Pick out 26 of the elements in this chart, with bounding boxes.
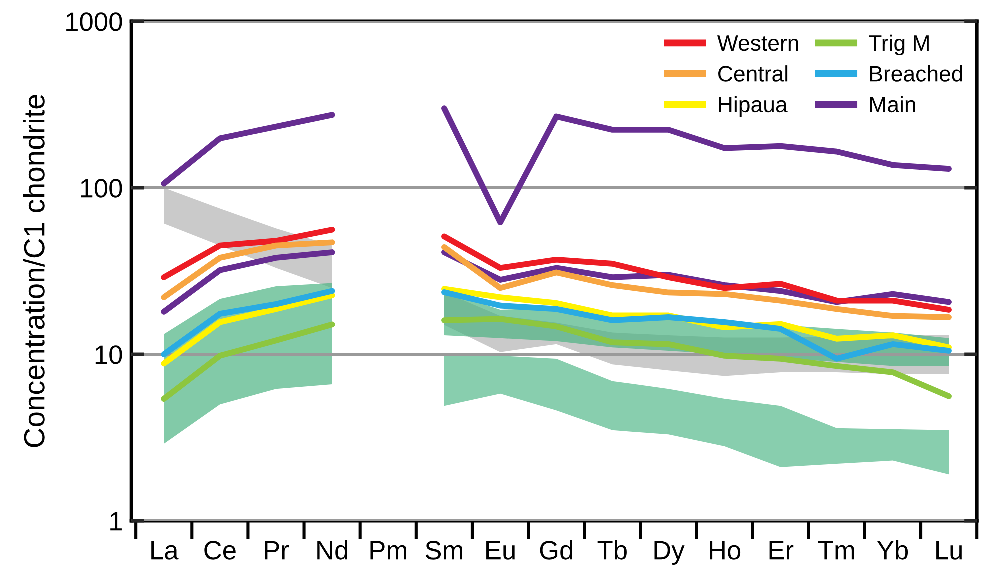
legend-label: Trig M — [869, 34, 929, 56]
x-tick-label: Yb — [877, 540, 908, 560]
x-tick-label: Ce — [204, 541, 236, 560]
legend-label: Hipaua — [719, 96, 788, 117]
x-tick-label: Gd — [540, 540, 572, 560]
legend-label: Central — [718, 66, 788, 82]
x-tick-label: Dy — [654, 541, 685, 566]
x-tick-label: Tb — [598, 540, 627, 560]
x-tick-label: Ho — [710, 541, 741, 560]
y-axis-title: Concentration/C1 chondrite — [23, 95, 45, 448]
x-tick-label: Nd — [318, 540, 348, 560]
legend-label: Western — [718, 36, 798, 52]
x-tick-label: Pm — [370, 541, 406, 560]
x-tick-label: Eu — [486, 541, 515, 560]
legend-label: Breached — [870, 66, 962, 82]
x-tick-label: Tm — [818, 541, 854, 560]
y-tick-label: 10 — [96, 346, 122, 364]
x-tick-label: Er — [770, 541, 794, 560]
x-tick-label: Lu — [936, 541, 962, 560]
x-tick-label: Sm — [426, 541, 462, 560]
legend-label: Main — [870, 96, 916, 113]
y-tick-label: 100 — [81, 179, 122, 198]
x-tick-label: Pr — [265, 541, 289, 560]
y-tick-label: 1000 — [66, 12, 122, 32]
x-tick-label: La — [152, 541, 179, 560]
y-tick-label: 1 — [110, 512, 122, 531]
